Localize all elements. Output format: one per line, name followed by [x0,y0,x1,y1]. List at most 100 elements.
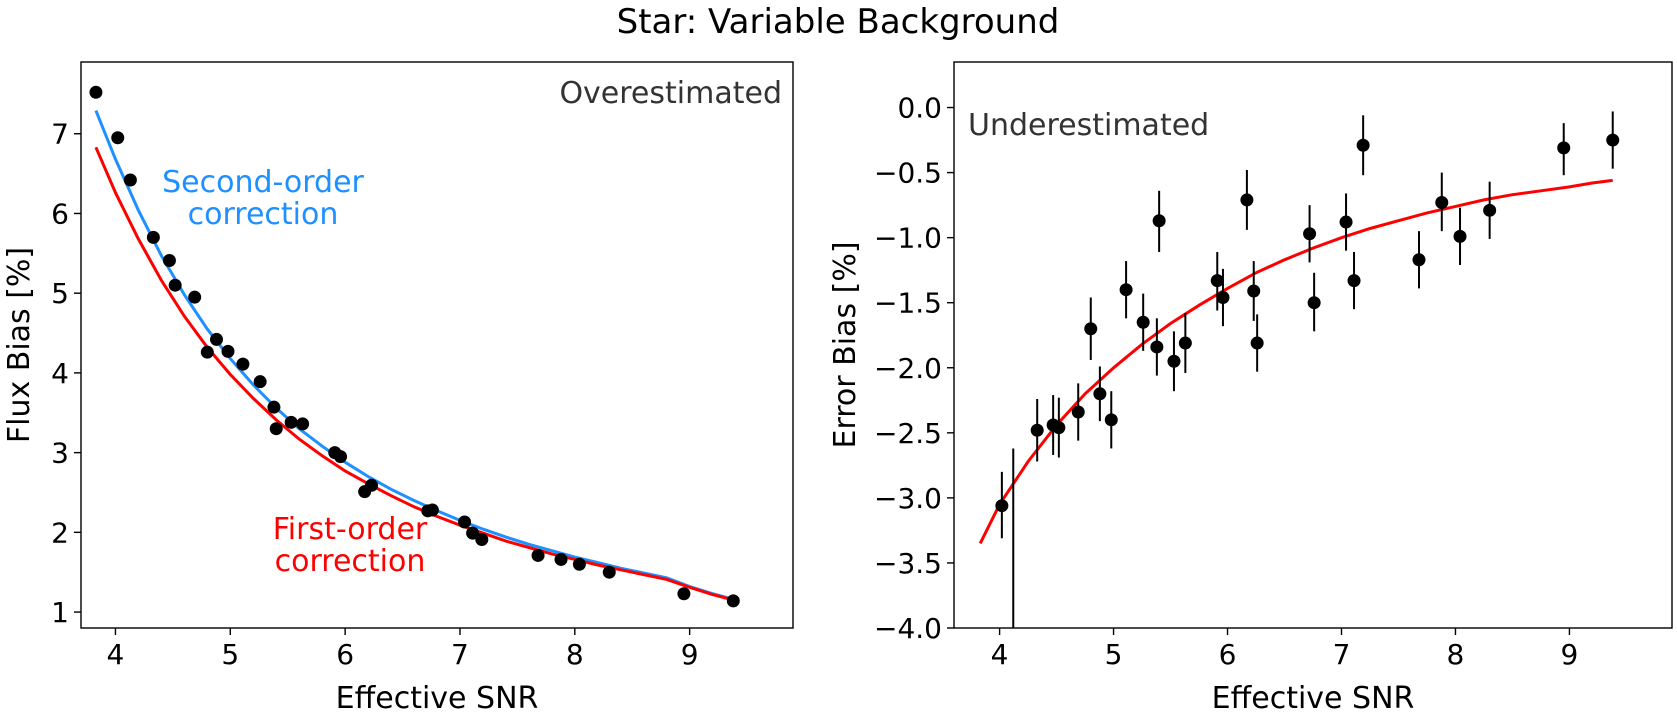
flux-bias-data-point [200,345,214,359]
error-bias-y-axis-label: Error Bias [%] [828,241,863,448]
error-bias-x-tick-label: 7 [1333,638,1351,671]
error-bias-data-point [1150,340,1164,354]
error-bias-data-point [1152,214,1166,228]
error-bias-first-order-curve [978,178,1613,545]
error-bias-x-tick-label: 5 [1105,638,1123,671]
flux-bias-data-point [210,332,224,346]
error-bias-y-tick-label: −3.0 [874,482,942,515]
flux-bias-data-point [572,557,586,571]
flux-bias-y-tick-label: 7 [51,118,69,151]
error-bias-data-point [1104,413,1118,427]
flux-bias-x-axis-label: Effective SNR [336,681,539,716]
flux-bias-y-tick-label: 2 [51,516,69,549]
flux-bias-x-tick-label: 5 [221,638,239,671]
error-bias-data-point [1453,229,1467,243]
error-bias-x-tick-label: 6 [1219,638,1237,671]
second-order-correction-label: Second-order correction [162,165,364,232]
flux-bias-y-tick-label: 4 [51,357,69,390]
error-bias-data-point [1136,315,1150,329]
flux-bias-data-point [162,253,176,267]
flux-bias-data-point [221,344,235,358]
error-bias-data-point [1303,227,1317,241]
error-bias-data-point [1435,196,1449,210]
error-bias-x-tick-label: 4 [991,638,1009,671]
error-bias-data-point [1030,423,1044,437]
overestimated-annotation: Overestimated [559,76,782,111]
flux-bias-y-tick-label: 3 [51,437,69,470]
error-bias-data-point [1084,322,1098,336]
error-bias-data-point [995,499,1009,513]
flux-bias-data-point [253,375,267,389]
underestimated-annotation: Underestimated [968,108,1209,143]
flux-bias-data-point [554,552,568,566]
flux-bias-data-point [236,357,250,371]
flux-bias-data-point [602,565,616,579]
error-bias-data-point [1178,336,1192,350]
flux-bias-x-tick-label: 4 [107,638,125,671]
error-bias-data-point [1052,421,1066,435]
flux-bias-data-point [269,422,283,436]
error-bias-data-point [1339,215,1353,229]
figure-title: Star: Variable Background [617,2,1060,42]
error-bias-data-point [1216,291,1230,305]
error-bias-x-axis-label: Effective SNR [1212,681,1415,716]
flux-bias-data-point [111,131,125,145]
flux-bias-data-point [531,548,545,562]
flux-bias-data-point [475,533,489,547]
error-bias-data-point [1071,405,1085,419]
flux-bias-data-point [365,478,379,492]
flux-bias-y-tick-label: 6 [51,197,69,230]
flux-bias-y-axis-label: Flux Bias [%] [2,247,37,443]
flux-bias-panel: 4 5 6 7 8 9 1 2 3 4 5 6 7 Effective SNR Flux Bias [%… [2,61,794,716]
error-bias-data-point [1356,138,1370,152]
flux-bias-data-point [334,450,348,464]
error-bias-plot-frame [953,61,1673,629]
error-bias-x-tick-label: 9 [1561,638,1579,671]
error-bias-x-tick-label: 8 [1447,638,1465,671]
error-bias-data-point [1093,387,1107,401]
flux-bias-data-point [89,85,103,99]
error-bias-data-point [1119,283,1133,297]
flux-bias-data-point [677,587,691,601]
error-bias-data-point [1210,274,1224,288]
error-bias-data-point [1167,354,1181,368]
error-bias-panel: 4 5 6 7 8 9 0.0 −0.5 −1.0 −1.5 −2.0 −2.5 −3.0 −3.5 −4.… [828,61,1673,716]
error-bias-y-tick-label: −4.0 [874,612,942,645]
error-bias-data-point [1240,193,1254,207]
flux-bias-first-order-curve [94,146,734,602]
flux-bias-y-tick-label: 1 [51,596,69,629]
flux-bias-data-point [123,173,137,187]
error-bias-y-tick-label: −2.0 [874,352,942,385]
flux-bias-data-point [267,400,281,414]
first-order-correction-label: First-order correction [273,512,428,579]
error-bias-data-point [1412,253,1426,267]
error-bias-data-point [1557,141,1571,155]
error-bias-data-point [1250,336,1264,350]
flux-bias-data-point [425,503,439,517]
error-bias-y-tick-label: −1.0 [874,222,942,255]
flux-bias-data-point [458,515,472,529]
error-bias-y-tick-label: −2.5 [874,417,942,450]
error-bias-y-tick-label: −0.5 [874,157,942,190]
flux-bias-data-point [188,290,202,304]
error-bias-y-tick-label: 0.0 [897,92,942,125]
error-bias-data-point [1606,133,1620,147]
error-bias-data-point [1307,296,1321,310]
flux-bias-x-tick-label: 8 [566,638,584,671]
flux-bias-data-point [146,230,160,244]
error-bias-data-point [1347,274,1361,288]
flux-bias-data-point [168,278,182,292]
error-bias-data-point [1247,284,1261,298]
error-bias-data-point [1483,203,1497,217]
error-bias-y-tick-label: −3.5 [874,547,942,580]
flux-bias-data-point [466,526,480,540]
flux-bias-plot-frame [80,61,794,629]
flux-bias-data-point [726,594,740,608]
flux-bias-data-point [284,415,298,429]
flux-bias-data-point [296,417,310,431]
flux-bias-x-tick-label: 7 [451,638,469,671]
flux-bias-second-order-curve [94,110,734,601]
flux-bias-x-tick-label: 6 [336,638,354,671]
error-bias-y-tick-label: −1.5 [874,287,942,320]
